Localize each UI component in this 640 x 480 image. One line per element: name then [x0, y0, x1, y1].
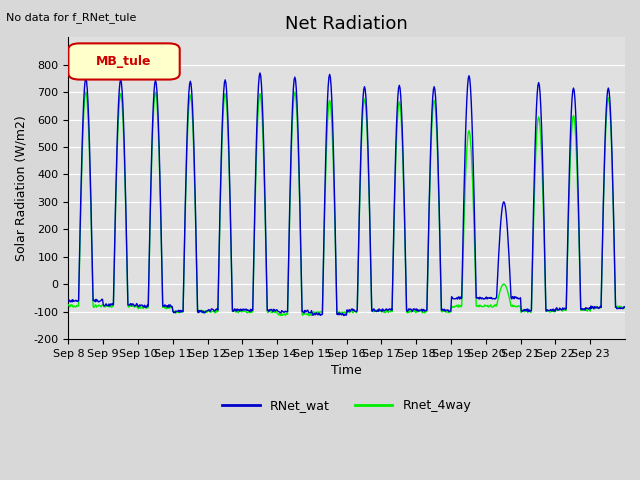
X-axis label: Time: Time: [332, 364, 362, 377]
Text: No data for f_RNet_tule: No data for f_RNet_tule: [6, 12, 137, 23]
Legend: RNet_wat, Rnet_4way: RNet_wat, Rnet_4way: [218, 394, 476, 417]
Title: Net Radiation: Net Radiation: [285, 15, 408, 33]
Text: MB_tule: MB_tule: [96, 55, 152, 68]
FancyBboxPatch shape: [68, 43, 180, 80]
Y-axis label: Solar Radiation (W/m2): Solar Radiation (W/m2): [15, 115, 28, 261]
